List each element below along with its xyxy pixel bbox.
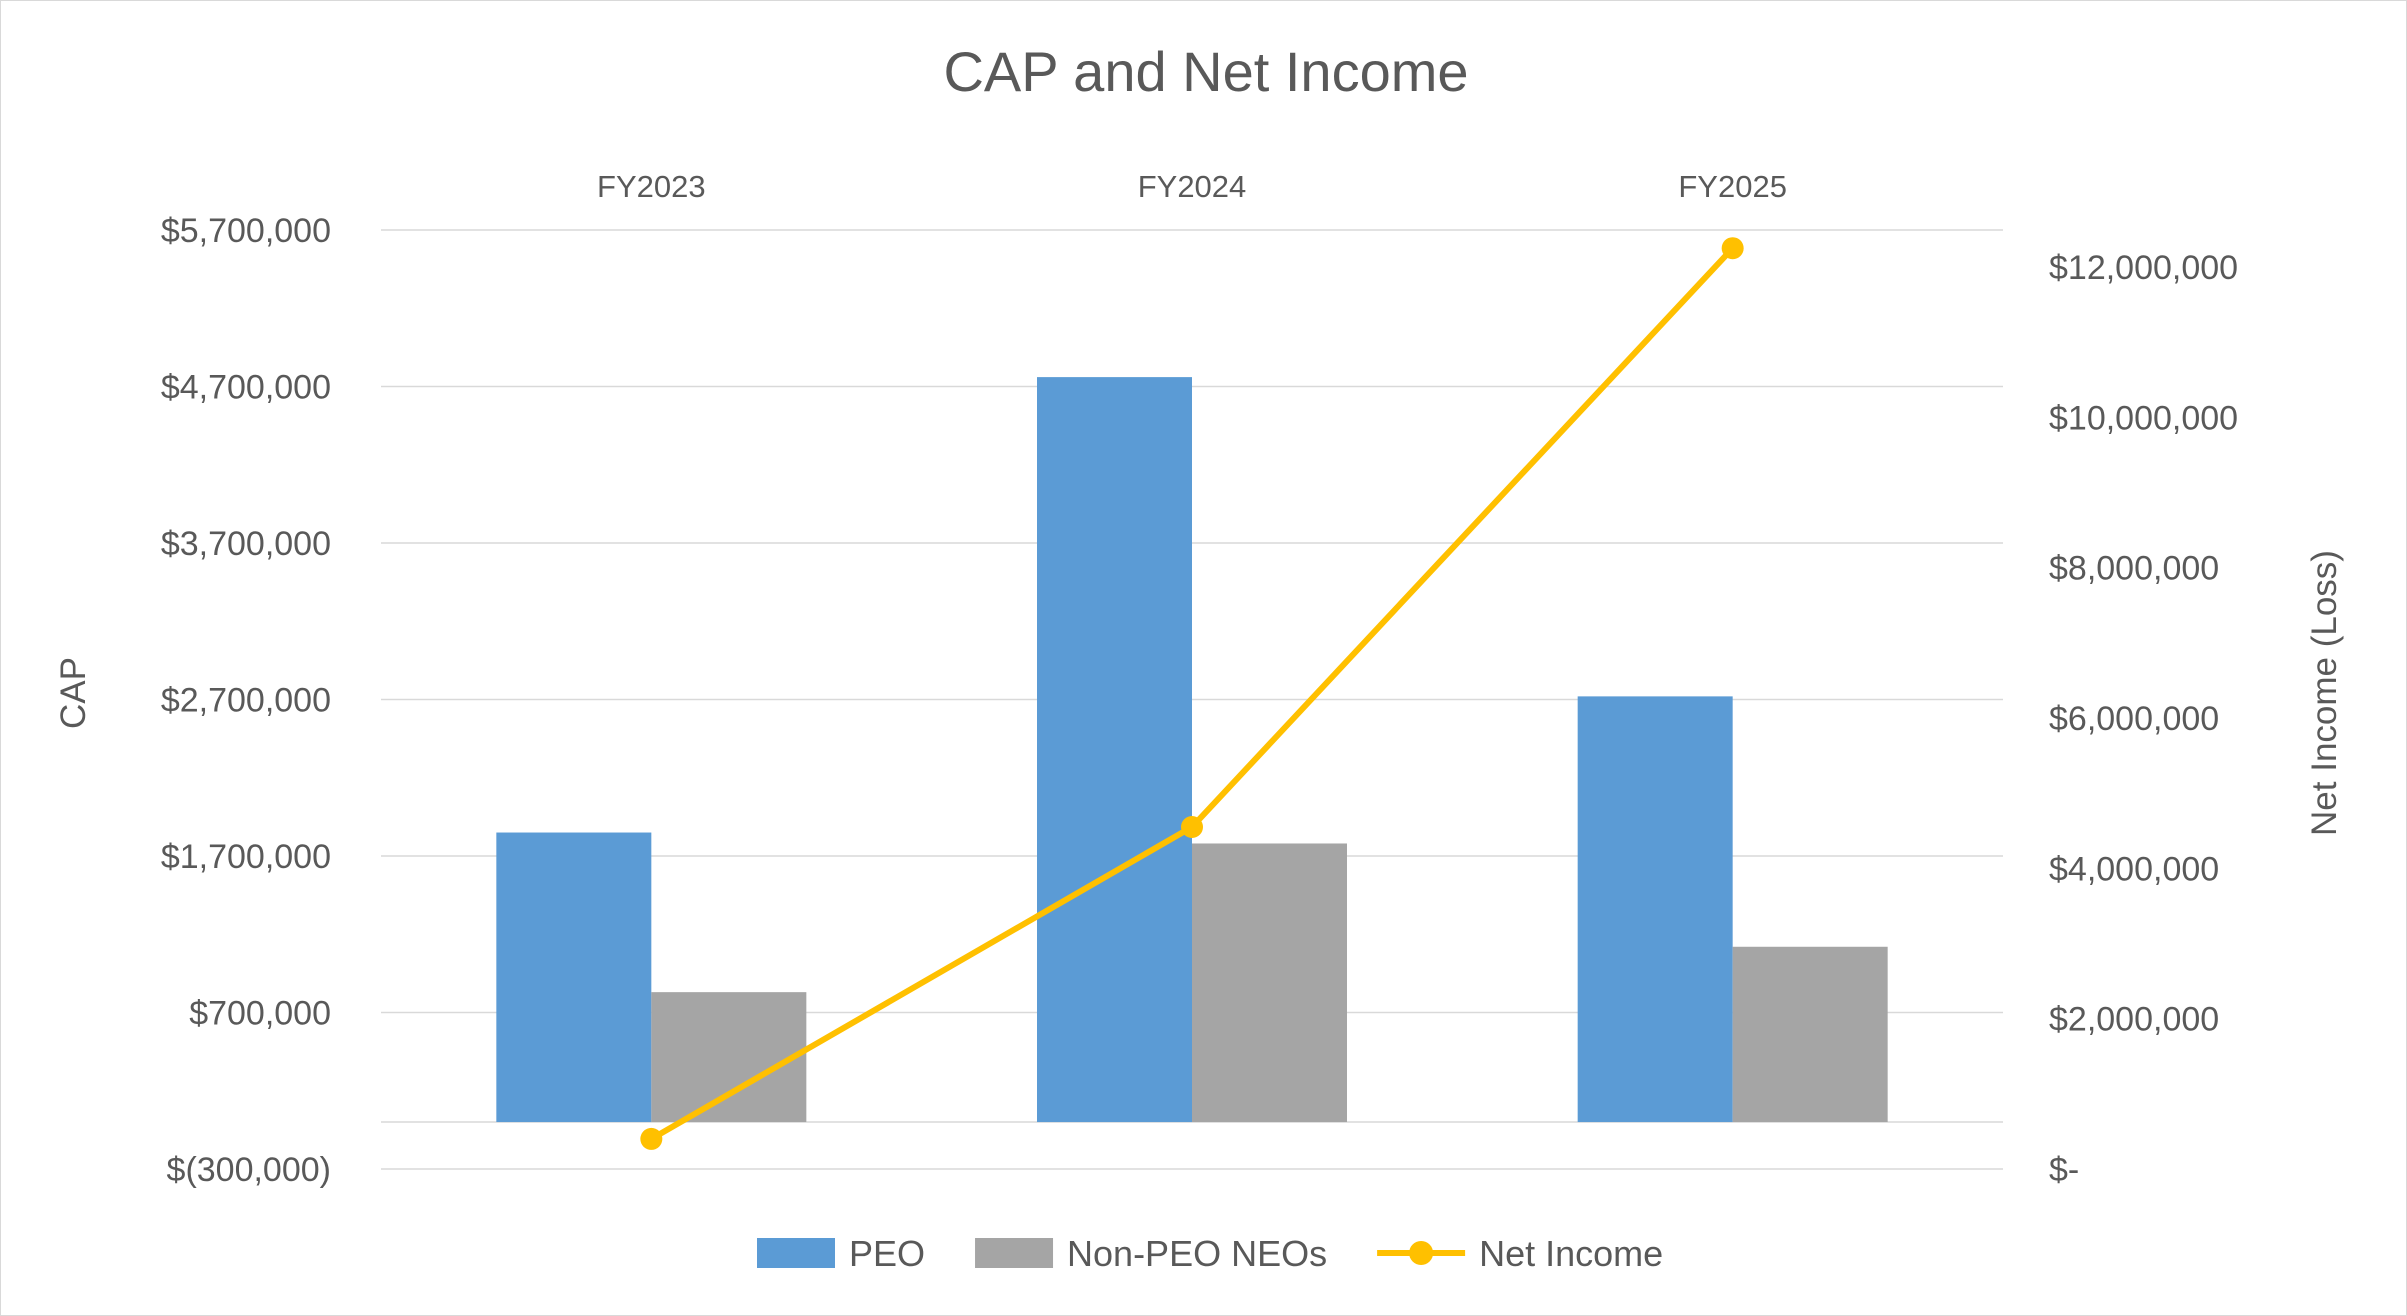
bar-peo	[1037, 377, 1192, 1123]
y2-tick-label: $4,000,000	[2049, 850, 2219, 888]
bar-non-peo-neos	[1192, 843, 1347, 1123]
y2-tick-label: $2,000,000	[2049, 1001, 2219, 1039]
legend-swatch	[757, 1238, 835, 1268]
legend: PEO Non-PEO NEOs Net Income	[757, 1233, 1663, 1274]
bar-peo	[496, 832, 652, 1123]
legend-swatch	[975, 1238, 1054, 1268]
bars	[496, 377, 1888, 1123]
legend-swatch-marker	[1409, 1241, 1434, 1265]
legend-label: Net Income	[1479, 1233, 1663, 1274]
y2-tick-label: $8,000,000	[2049, 550, 2219, 588]
y2-axis-title: Net Income (Loss)	[2305, 550, 2344, 836]
y2-tick-label: $6,000,000	[2049, 700, 2219, 738]
y-tick-label: $700,000	[189, 995, 331, 1033]
y-axis-title: CAP	[54, 657, 93, 729]
legend-label: Non-PEO NEOs	[1067, 1233, 1327, 1274]
y2-tick-label: $12,000,000	[2049, 249, 2238, 287]
bar-peo	[1577, 696, 1733, 1123]
left-axis: $5,700,000 $4,700,000 $3,700,000 $2,700,000…	[161, 212, 331, 1189]
point-net-income	[640, 1127, 663, 1150]
y-tick-label: $2,700,000	[161, 682, 331, 720]
y2-tick-label: $-	[2049, 1151, 2079, 1189]
category-label: FY2025	[1678, 169, 1787, 204]
y-tick-label: $5,700,000	[161, 212, 331, 250]
category-label: FY2023	[597, 169, 706, 204]
bar-non-peo-neos	[651, 992, 807, 1123]
category-labels: FY2023 FY2024 FY2025	[597, 169, 1787, 204]
net-income-line	[640, 237, 1744, 1150]
y2-tick-label: $10,000,000	[2049, 399, 2238, 437]
bar-non-peo-neos	[1732, 946, 1888, 1123]
y-tick-label: $(300,000)	[167, 1151, 331, 1189]
point-net-income	[1181, 815, 1203, 838]
right-axis: $12,000,000 $10,000,000 $8,000,000 $6,000,0…	[2049, 249, 2238, 1189]
chart-title: CAP and Net Income	[943, 40, 1468, 103]
y-tick-label: $1,700,000	[161, 838, 331, 876]
point-net-income	[1721, 237, 1744, 260]
category-label: FY2024	[1138, 169, 1247, 204]
legend-label: PEO	[849, 1233, 925, 1274]
y-tick-label: $3,700,000	[161, 525, 331, 563]
y-tick-label: $4,700,000	[161, 369, 331, 407]
